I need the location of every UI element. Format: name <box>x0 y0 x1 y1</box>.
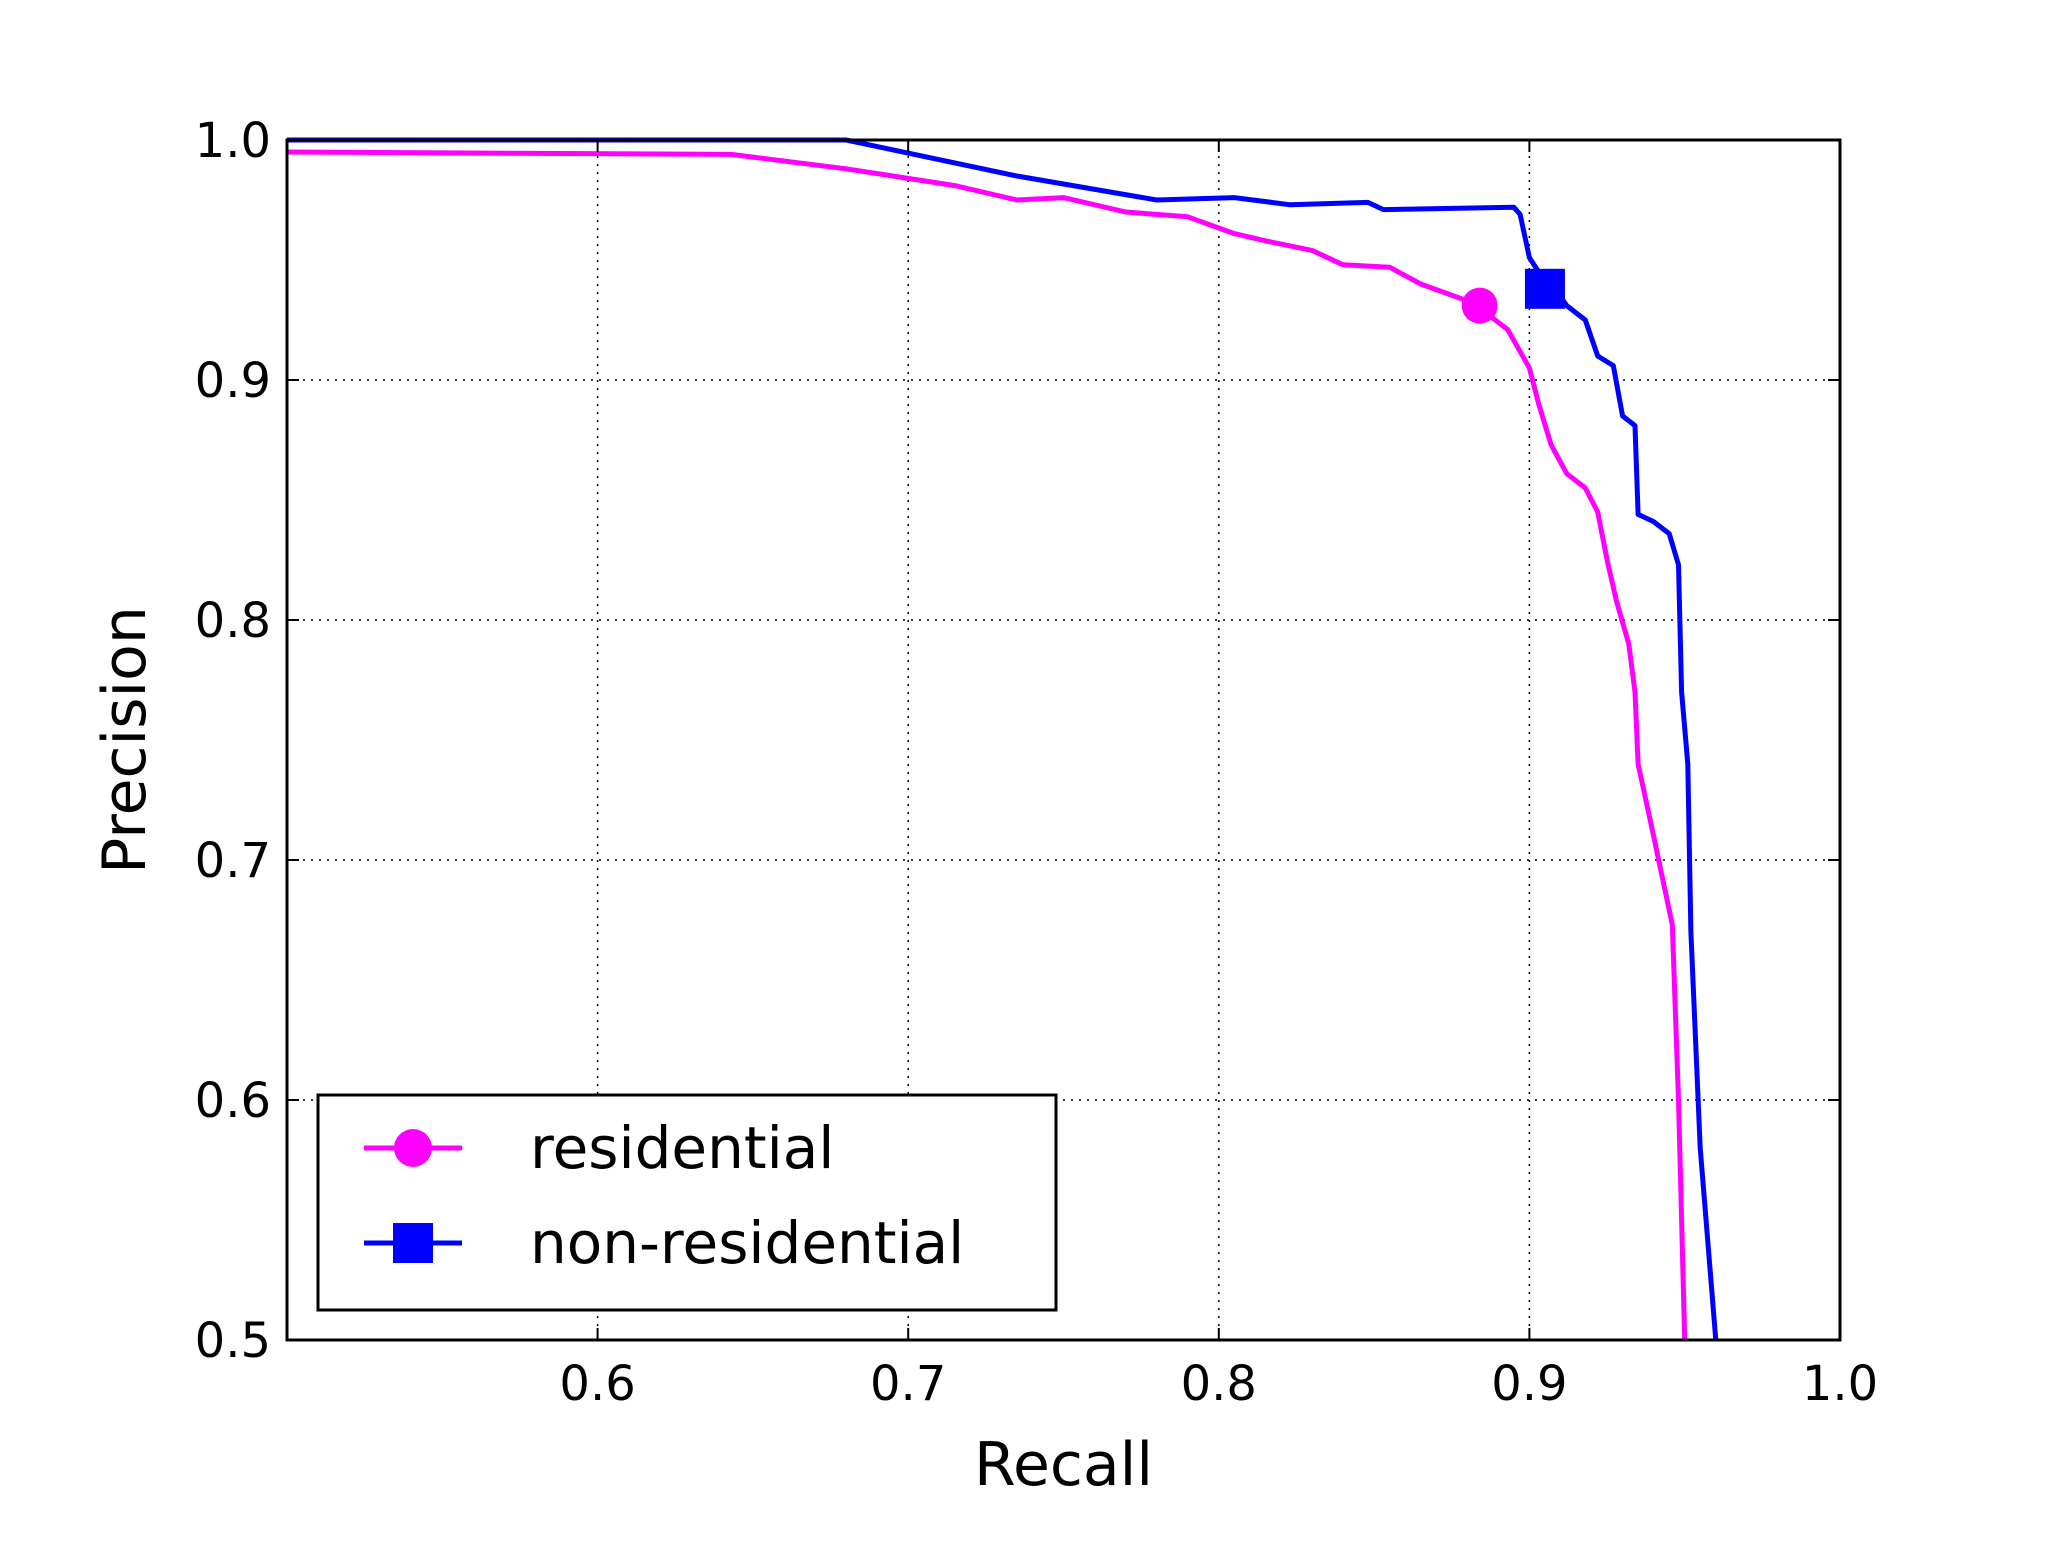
x-tick-label: 0.6 <box>559 1356 635 1412</box>
series-line-residential <box>286 149 1688 1341</box>
y-tick-label: 1.0 <box>195 113 271 169</box>
series-marker-non-residential <box>1524 268 1565 309</box>
legend-label-non-residential: non-residential <box>530 1209 964 1277</box>
y-tick-label: 0.5 <box>195 1313 271 1369</box>
y-tick-label: 0.8 <box>195 593 271 649</box>
legend: residential non-residential <box>316 1093 1058 1312</box>
legend-box <box>316 1093 1058 1312</box>
y-tick-label: 0.9 <box>195 353 271 409</box>
axis-ticks: 0.6 0.7 0.8 0.9 1.0 0.5 0.6 0.7 0.8 0.9 1.0 <box>195 113 1879 1412</box>
series-lines <box>286 137 1719 1341</box>
x-axis-label: Recall <box>974 1430 1153 1500</box>
x-tick-label: 0.8 <box>1181 1356 1257 1412</box>
series-marker-residential <box>1461 287 1498 324</box>
legend-label-residential: residential <box>530 1114 834 1182</box>
x-tick-label: 0.9 <box>1491 1356 1567 1412</box>
x-tick-label: 0.7 <box>870 1356 946 1412</box>
legend-circle-marker <box>394 1129 432 1167</box>
legend-entry-non-residential: non-residential <box>364 1209 964 1277</box>
y-tick-label: 0.7 <box>195 833 271 889</box>
x-tick-label: 1.0 <box>1802 1356 1878 1412</box>
series-line-non-residential <box>287 137 1719 1341</box>
plot-frame <box>285 138 1842 1342</box>
legend-entry-residential: residential <box>364 1114 834 1182</box>
y-tick-label: 0.6 <box>195 1073 271 1129</box>
legend-square-marker <box>393 1223 433 1263</box>
y-axis-label: Precision <box>90 606 160 874</box>
